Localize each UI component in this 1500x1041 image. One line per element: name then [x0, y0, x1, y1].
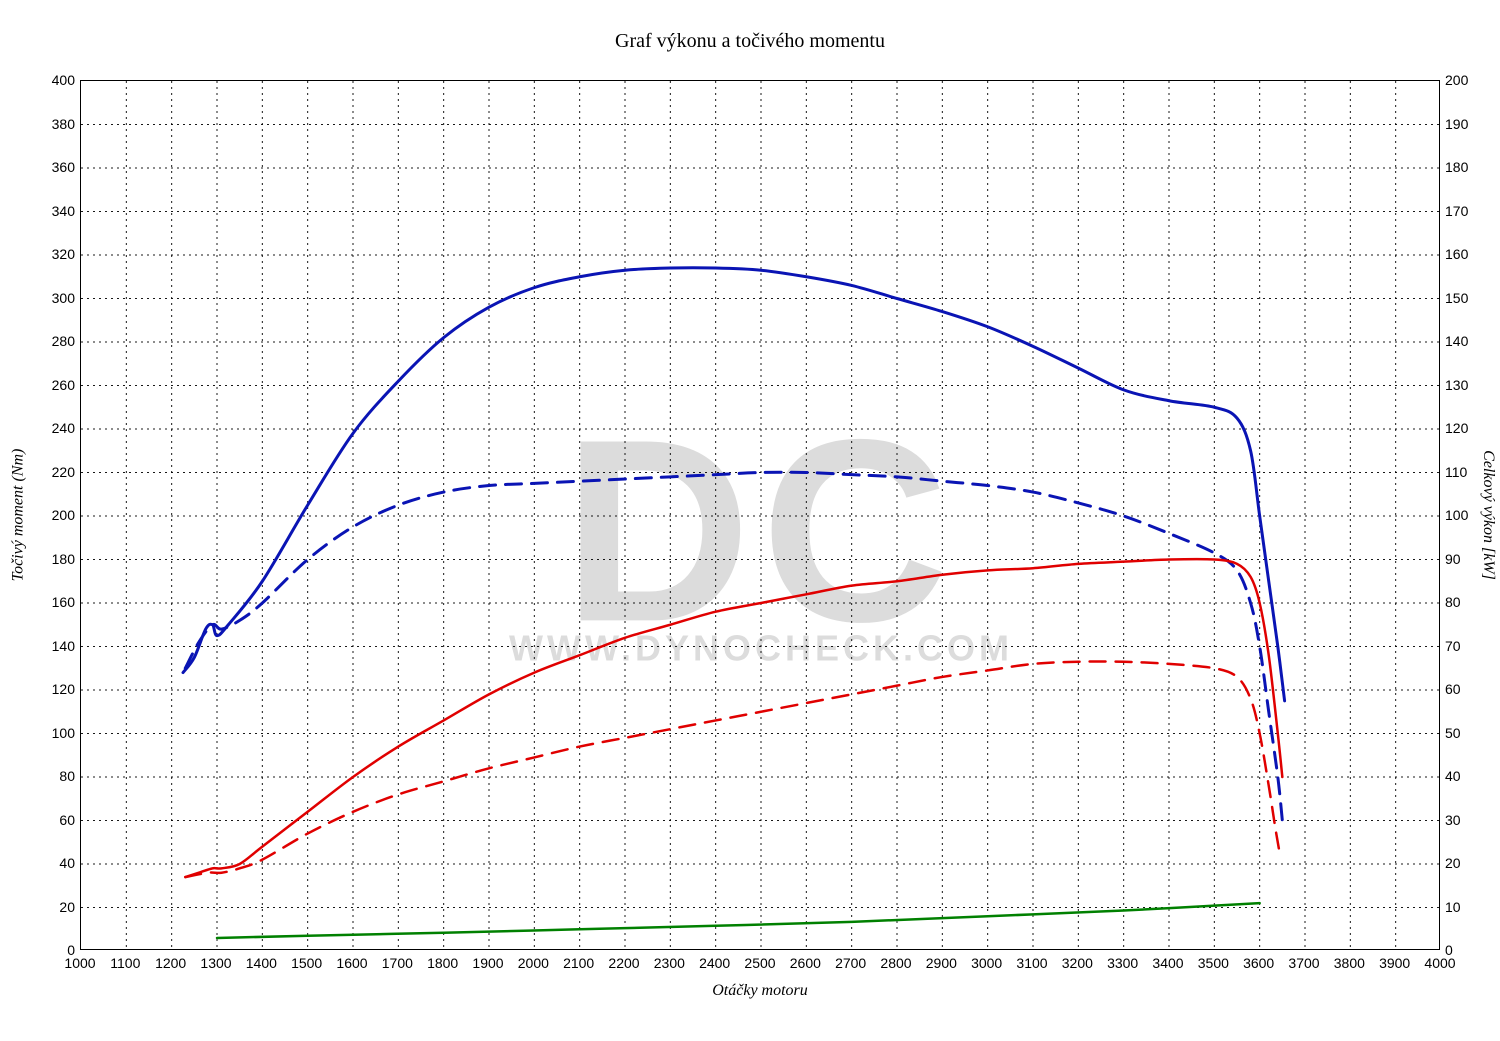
tick-label: 3800: [1334, 955, 1365, 971]
tick-label: 1700: [382, 955, 413, 971]
tick-label: 1900: [472, 955, 503, 971]
tick-label: 130: [1445, 377, 1468, 393]
tick-label: 190: [1445, 116, 1468, 132]
tick-label: 180: [1445, 159, 1468, 175]
tick-label: 360: [52, 159, 75, 175]
tick-label: 340: [52, 203, 75, 219]
tick-label: 160: [52, 594, 75, 610]
y-axis-label-left: Točivý moment (Nm): [8, 80, 28, 950]
tick-label: 160: [1445, 246, 1468, 262]
tick-label: 3600: [1243, 955, 1274, 971]
tick-label: 140: [1445, 333, 1468, 349]
tick-label: 120: [1445, 420, 1468, 436]
tick-label: 100: [52, 725, 75, 741]
tick-label: 80: [1445, 594, 1461, 610]
tick-label: 70: [1445, 638, 1461, 654]
tick-label: 2200: [608, 955, 639, 971]
tick-label: 3100: [1016, 955, 1047, 971]
tick-label: 60: [1445, 681, 1461, 697]
plot-area: DCWWW.DYNOCHECK.COM: [80, 80, 1440, 950]
tick-label: 2900: [926, 955, 957, 971]
tick-label: 170: [1445, 203, 1468, 219]
tick-label: 0: [1445, 942, 1453, 958]
tick-label: 1800: [427, 955, 458, 971]
tick-label: 40: [59, 855, 75, 871]
series-power_stock: [185, 661, 1280, 877]
tick-label: 140: [52, 638, 75, 654]
tick-label: 1100: [110, 955, 140, 971]
tick-label: 120: [52, 681, 75, 697]
tick-label: 280: [52, 333, 75, 349]
x-axis-label: Otáčky motoru: [80, 982, 1440, 1000]
tick-label: 2000: [518, 955, 549, 971]
tick-label: 400: [52, 72, 75, 88]
tick-label: 3000: [971, 955, 1002, 971]
tick-label: 3400: [1152, 955, 1183, 971]
tick-label: 380: [52, 116, 75, 132]
tick-label: 240: [52, 420, 75, 436]
tick-label: 90: [1445, 551, 1461, 567]
tick-label: 100: [1445, 507, 1468, 523]
tick-label: 1200: [155, 955, 186, 971]
tick-label: 260: [52, 377, 75, 393]
series-drag_power: [217, 903, 1260, 938]
tick-label: 80: [59, 768, 75, 784]
gridlines: [81, 81, 1441, 951]
tick-label: 2300: [654, 955, 685, 971]
tick-label: 200: [52, 507, 75, 523]
tick-label: 30: [1445, 812, 1461, 828]
tick-label: 2800: [880, 955, 911, 971]
tick-label: 110: [1445, 464, 1467, 480]
tick-label: 3700: [1288, 955, 1319, 971]
tick-label: 1400: [246, 955, 277, 971]
tick-label: 200: [1445, 72, 1468, 88]
tick-label: 320: [52, 246, 75, 262]
tick-label: 2400: [699, 955, 730, 971]
tick-label: 1500: [291, 955, 322, 971]
tick-label: 1600: [336, 955, 367, 971]
tick-label: 2500: [744, 955, 775, 971]
tick-label: 40: [1445, 768, 1461, 784]
tick-label: 1300: [200, 955, 231, 971]
tick-label: 60: [59, 812, 75, 828]
tick-label: 220: [52, 464, 75, 480]
tick-label: 50: [1445, 725, 1461, 741]
tick-label: 2600: [790, 955, 821, 971]
tick-label: 3200: [1062, 955, 1093, 971]
tick-label: 3500: [1198, 955, 1229, 971]
y-axis-label-right: Celkový výkon [kW]: [1478, 80, 1498, 950]
tick-label: 20: [1445, 855, 1461, 871]
tick-label: 2100: [563, 955, 594, 971]
tick-label: 150: [1445, 290, 1468, 306]
tick-label: 2700: [835, 955, 866, 971]
tick-label: 10: [1445, 899, 1461, 915]
tick-label: 3900: [1379, 955, 1410, 971]
tick-label: 3300: [1107, 955, 1138, 971]
tick-label: 20: [59, 899, 75, 915]
plot-svg: DCWWW.DYNOCHECK.COM: [81, 81, 1441, 951]
tick-label: 300: [52, 290, 75, 306]
chart-title: Graf výkonu a točivého momentu: [0, 30, 1500, 53]
tick-label: 180: [52, 551, 75, 567]
tick-label: 0: [67, 942, 75, 958]
